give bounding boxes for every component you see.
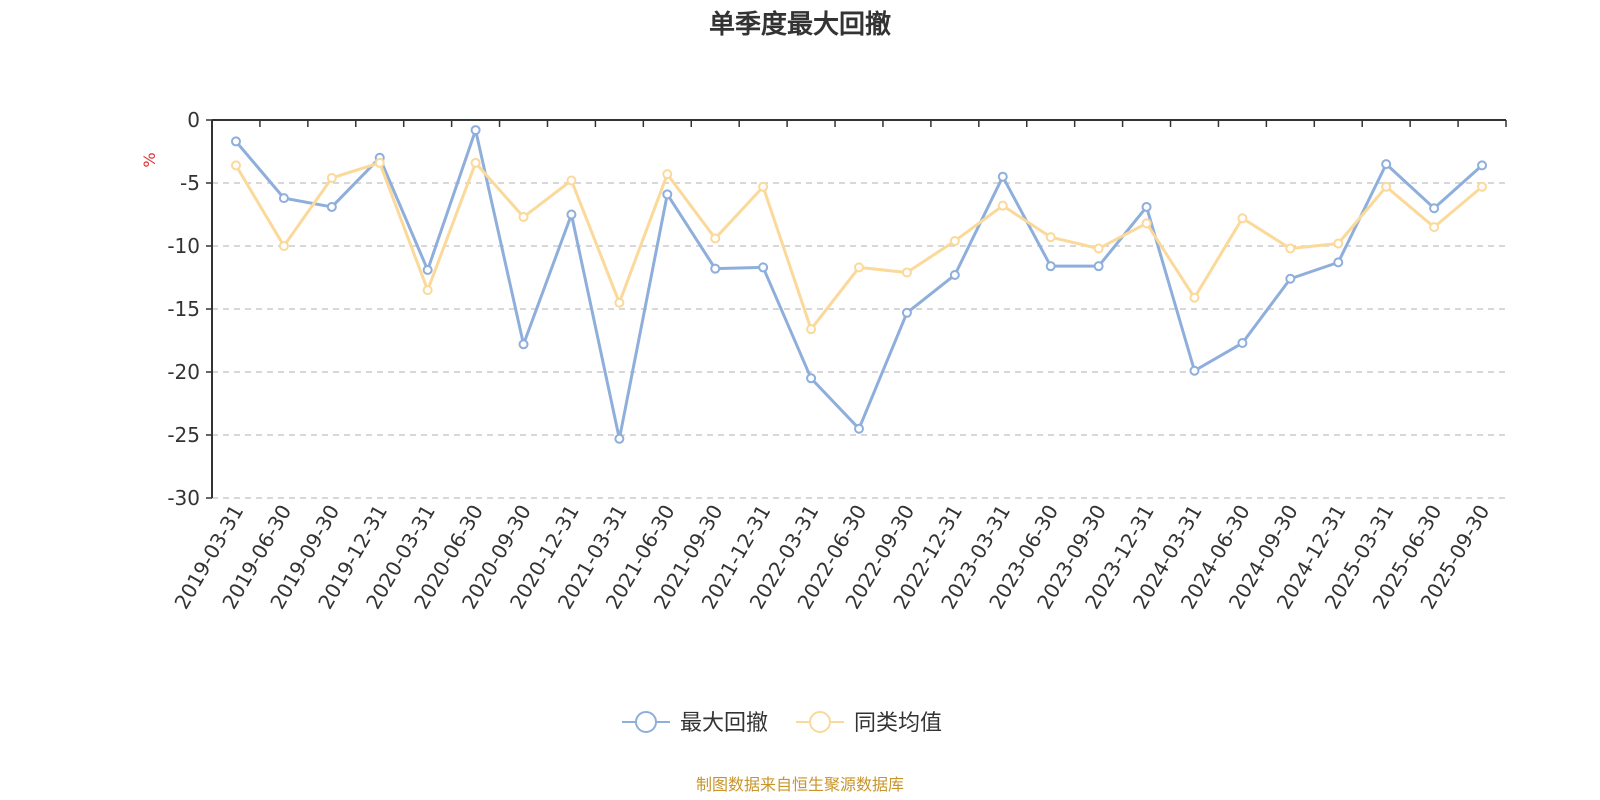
axes: 0-5-10-15-20-25-302019-03-312019-06-3020… <box>167 108 1507 613</box>
legend-marker-icon <box>635 711 657 733</box>
data-point[interactable] <box>326 172 337 183</box>
data-point[interactable] <box>1429 203 1440 214</box>
series-1 <box>230 157 1488 335</box>
y-tick-label: -25 <box>167 423 200 447</box>
data-point[interactable] <box>662 189 673 200</box>
data-point[interactable] <box>1381 181 1392 192</box>
data-point[interactable] <box>1381 159 1392 170</box>
data-point[interactable] <box>949 269 960 280</box>
series-layer <box>230 125 1488 444</box>
data-point[interactable] <box>901 307 912 318</box>
data-point[interactable] <box>806 324 817 335</box>
series-0 <box>230 125 1488 444</box>
data-point[interactable] <box>326 201 337 212</box>
data-point[interactable] <box>1237 213 1248 224</box>
data-point[interactable] <box>1093 261 1104 272</box>
y-tick-label: -30 <box>167 486 200 510</box>
data-point[interactable] <box>230 136 241 147</box>
data-point[interactable] <box>374 157 385 168</box>
data-point[interactable] <box>1045 261 1056 272</box>
data-point[interactable] <box>1189 365 1200 376</box>
data-point[interactable] <box>278 193 289 204</box>
data-point[interactable] <box>614 297 625 308</box>
data-point[interactable] <box>854 262 864 273</box>
data-point[interactable] <box>278 241 289 251</box>
data-point[interactable] <box>1189 292 1200 303</box>
data-point[interactable] <box>758 181 769 192</box>
data-point[interactable] <box>422 285 433 296</box>
data-point[interactable] <box>806 373 817 384</box>
data-point[interactable] <box>470 125 481 136</box>
data-point[interactable] <box>1285 273 1296 284</box>
y-tick-label: -20 <box>167 360 200 384</box>
y-tick-label: -5 <box>180 171 200 195</box>
data-point[interactable] <box>1285 243 1296 254</box>
data-point[interactable] <box>662 169 673 180</box>
data-point[interactable] <box>566 209 577 220</box>
data-point[interactable] <box>1477 181 1488 192</box>
data-point[interactable] <box>1333 238 1344 249</box>
data-point[interactable] <box>1429 222 1440 233</box>
data-point[interactable] <box>901 267 912 278</box>
legend-label: 最大回撤 <box>680 711 768 736</box>
legend-marker-icon <box>809 711 831 733</box>
data-point[interactable] <box>997 200 1008 211</box>
data-point[interactable] <box>1237 338 1248 349</box>
series-line <box>234 128 1484 441</box>
data-point[interactable] <box>949 235 960 246</box>
data-point[interactable] <box>1045 232 1056 243</box>
data-point[interactable] <box>230 160 241 171</box>
data-point[interactable] <box>422 264 433 275</box>
data-point[interactable] <box>997 171 1008 182</box>
data-point[interactable] <box>854 423 864 434</box>
y-tick-label: 0 <box>187 108 200 132</box>
legend-label: 同类均值 <box>854 711 942 736</box>
data-point[interactable] <box>710 233 721 244</box>
data-point[interactable] <box>1141 218 1152 229</box>
legend-item-0[interactable]: 最大回撤 <box>622 711 768 736</box>
data-source-note: 制图数据来自恒生聚源数据库 <box>696 775 904 794</box>
data-point[interactable] <box>1477 160 1488 171</box>
data-point[interactable] <box>1333 257 1344 268</box>
data-point[interactable] <box>614 433 625 444</box>
data-point[interactable] <box>1141 201 1152 212</box>
data-point[interactable] <box>710 263 721 274</box>
data-point[interactable] <box>758 262 769 273</box>
y-unit-label: % <box>140 152 159 167</box>
legend-item-1[interactable]: 同类均值 <box>796 711 942 736</box>
y-tick-label: -15 <box>167 297 200 321</box>
legend[interactable]: 最大回撤 同类均值 <box>622 711 942 736</box>
data-point[interactable] <box>518 212 529 223</box>
data-point[interactable] <box>518 339 529 350</box>
data-point[interactable] <box>1093 243 1104 254</box>
data-point[interactable] <box>566 175 577 186</box>
data-point[interactable] <box>470 157 481 168</box>
y-tick-label: -10 <box>167 234 200 258</box>
chart-title: 单季度最大回撤 <box>709 9 891 40</box>
